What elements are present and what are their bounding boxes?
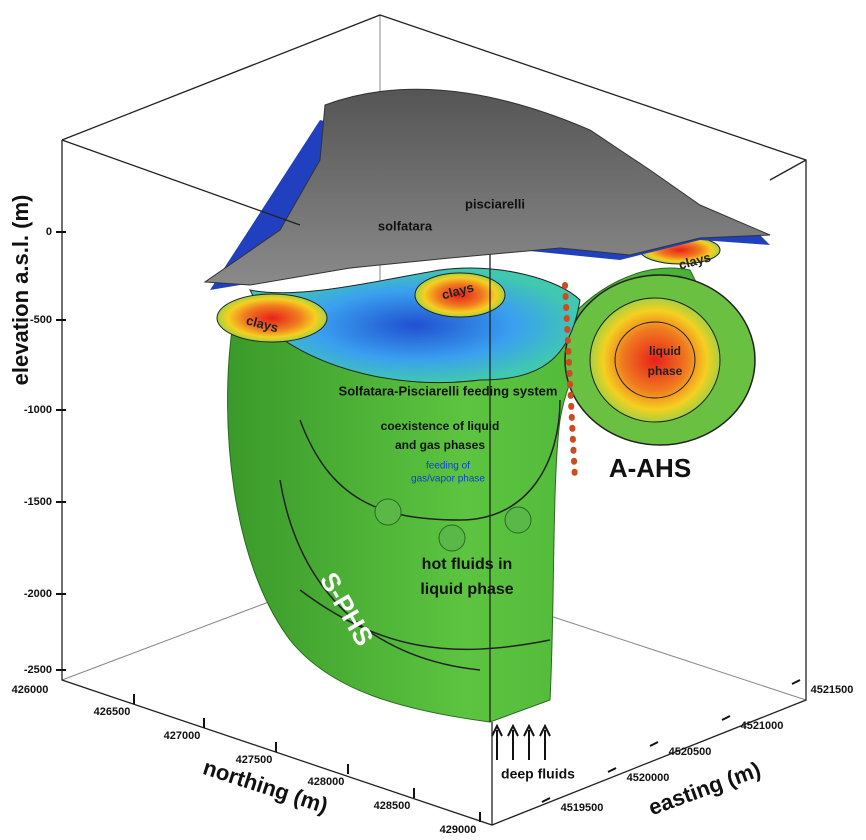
label: A-AHS: [609, 453, 691, 483]
tick-label: -500: [30, 314, 52, 326]
tick-label: 427500: [236, 754, 273, 766]
axis-title: easting (m): [645, 757, 764, 821]
label: coexistence of liquid: [381, 419, 500, 433]
label: and gas phases: [395, 438, 485, 452]
tick-label: 428000: [308, 776, 345, 788]
label: feeding of: [426, 461, 470, 472]
tick-label: 426500: [94, 706, 131, 718]
tick-mark: [722, 716, 730, 720]
label: hot fluids in: [422, 556, 513, 573]
tick-label: -1500: [24, 496, 52, 508]
tick-mark: [650, 742, 658, 746]
tick-label: -1000: [24, 404, 52, 416]
figure: elevation a.s.l. (m) northing (m) eastin…: [0, 0, 866, 840]
label: solfatara: [378, 218, 433, 233]
tick-label: 428500: [374, 800, 411, 812]
label: deep fluids: [501, 766, 575, 782]
tick-label: -2000: [24, 588, 52, 600]
tick-label: -2500: [24, 664, 52, 676]
deep-fluid-arrows: [492, 726, 550, 760]
label: liquid phase: [420, 581, 513, 598]
label: liquid: [649, 344, 681, 358]
tick-label: 4521500: [811, 684, 854, 696]
tick-label: 4521000: [741, 720, 784, 732]
label: gas/vapor phase: [411, 474, 485, 485]
label: phase: [648, 364, 683, 378]
tick-label: 4519500: [561, 802, 604, 814]
tick-mark: [542, 798, 550, 802]
tick-label: 4520000: [627, 772, 670, 784]
tick-label: 426000: [12, 684, 49, 696]
tick-mark: [792, 680, 800, 684]
axis-title: elevation a.s.l. (m): [8, 195, 33, 386]
tick-mark: [608, 768, 616, 772]
tick-label: 4520500: [669, 746, 712, 758]
label: pisciarelli: [465, 196, 525, 211]
tick-label: 429000: [440, 824, 477, 836]
label: Solfatara-Pisciarelli feeding system: [339, 383, 558, 398]
tick-label: 0: [46, 226, 52, 238]
tick-label: 427000: [164, 730, 201, 742]
